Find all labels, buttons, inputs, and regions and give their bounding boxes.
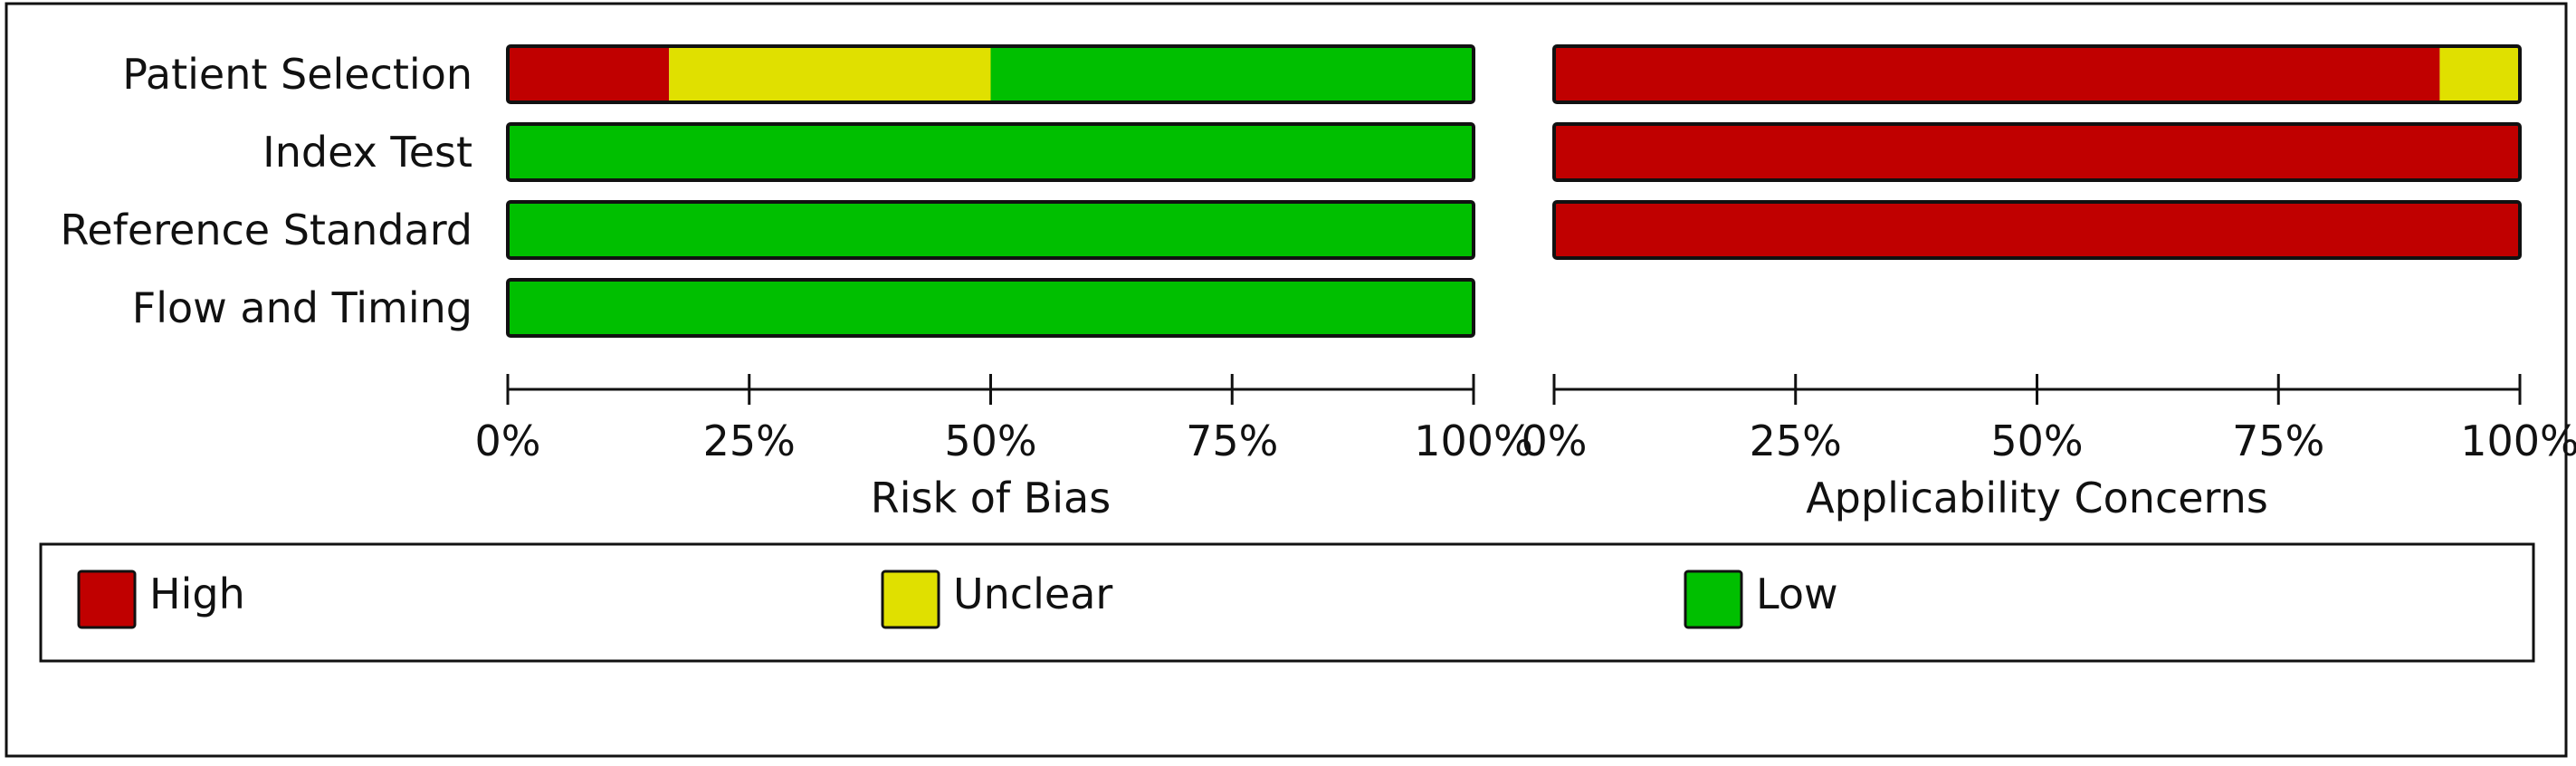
x-tick-label: 100%: [1414, 417, 1533, 465]
panel-0: 0% 25% 50% 75% 100% Risk of Bias: [475, 44, 1533, 522]
bar-outline: [1552, 44, 2522, 104]
x-tick-label: 50%: [1990, 417, 2083, 465]
x-tick-label: 50%: [944, 417, 1036, 465]
legend-label-unclear: Unclear: [953, 570, 1112, 618]
bar-outline: [506, 200, 1475, 260]
row-label: Index Test: [262, 128, 472, 177]
bar-segment-high: [1554, 124, 2520, 180]
bar-segment-low: [508, 124, 1474, 180]
x-tick-label: 75%: [2232, 417, 2324, 465]
legend-label-high: High: [149, 570, 245, 618]
bar-segment-unclear: [2439, 46, 2520, 102]
panel-1: 0% 25% 50% 75% 100% Applicability Concerns: [1522, 44, 2576, 522]
bar-outline: [1552, 200, 2522, 260]
x-tick-label: 0%: [1522, 417, 1588, 465]
row-label: Reference Standard: [60, 206, 472, 254]
x-tick-label: 75%: [1186, 417, 1278, 465]
axis-title: Risk of Bias: [871, 474, 1111, 522]
legend-swatch-low: [1684, 570, 1743, 629]
row-label: Patient Selection: [122, 50, 472, 99]
x-tick-label: 100%: [2460, 417, 2576, 465]
x-tick-label: 0%: [475, 417, 541, 465]
legend-box: [39, 542, 2535, 663]
bar-segment-low: [508, 202, 1474, 258]
legend-swatch-unclear: [881, 570, 940, 629]
bar-segment-low: [990, 46, 1474, 102]
bar-outline: [506, 278, 1475, 338]
legend: High Unclear Low: [39, 542, 2535, 663]
bar-segment-low: [508, 280, 1474, 336]
x-tick-label: 25%: [703, 417, 796, 465]
legend-swatch-high: [77, 570, 137, 629]
bar-segment-unclear: [669, 46, 991, 102]
axis-title: Applicability Concerns: [1806, 474, 2268, 522]
bar-outline: [506, 44, 1475, 104]
bar-outline: [1552, 122, 2522, 182]
x-tick-label: 25%: [1750, 417, 1842, 465]
bar-segment-high: [508, 46, 670, 102]
bar-segment-high: [1554, 202, 2520, 258]
legend-label-low: Low: [1756, 570, 1838, 618]
bar-segment-high: [1554, 46, 2440, 102]
row-label: Flow and Timing: [132, 283, 472, 332]
bar-outline: [506, 122, 1475, 182]
